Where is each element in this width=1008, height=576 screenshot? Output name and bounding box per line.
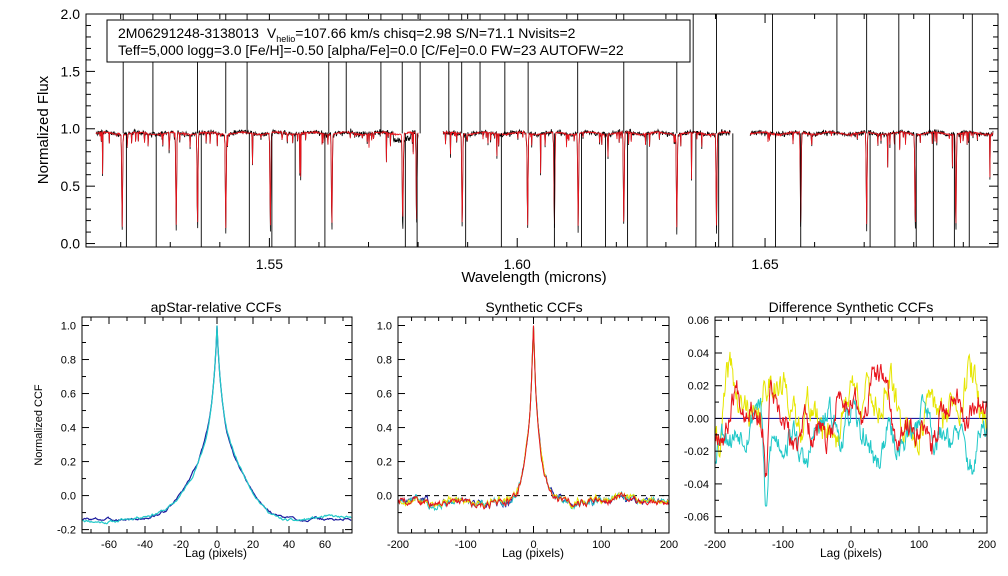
difference-ccf-frame xyxy=(714,316,988,534)
x-tick-label: 1.65 xyxy=(751,256,778,272)
v-subscript: helio xyxy=(276,34,295,44)
x-tick-label: 40 xyxy=(283,539,295,551)
spectrum-x-axis-label: Wavelength (microns) xyxy=(461,269,606,286)
synthetic-ccf-line xyxy=(397,325,669,510)
info-line-1: 2M06291248-3138013 Vhelio=107.66 km/s chi… xyxy=(118,25,576,44)
apstar-ccf-data xyxy=(81,325,352,525)
x-tick-label: 0 xyxy=(848,539,854,551)
x-tick-label: 200 xyxy=(978,539,996,551)
model-flux-line xyxy=(95,129,419,229)
x-tick-label: -60 xyxy=(101,539,117,551)
y-tick-label: 1.0 xyxy=(377,320,392,332)
y-tick-label: 0.2 xyxy=(61,456,76,468)
y-tick-label: 0.8 xyxy=(377,354,392,366)
y-tick-label: 1.0 xyxy=(61,121,81,137)
difference-ccf-panel: Difference Synthetic CCFs -200 -100 0 100 20… xyxy=(684,299,996,560)
y-tick-label: -0.02 xyxy=(684,446,709,458)
apstar-ccf-title: apStar-relative CCFs xyxy=(151,299,282,315)
x-tick-label: -100 xyxy=(772,539,794,551)
y-tick-label: 0.6 xyxy=(377,388,392,400)
spectrum-frame xyxy=(85,13,999,248)
x-tick-label: -100 xyxy=(455,539,477,551)
difference-ccf-ticks: -200 -100 0 100 200 -0.06 -0.04 -0.02 0.00 0.02 0.… xyxy=(684,315,996,551)
apstar-ccf-line xyxy=(81,325,352,523)
x-tick-label: -20 xyxy=(173,539,189,551)
spectrum-ticks: 1.55 1.60 1.65 0.0 0.5 1.0 1.5 2.0 xyxy=(61,6,998,272)
apstar-ccf-x-axis-label: Lag (pixels) xyxy=(185,546,247,560)
observed-flux-line xyxy=(95,128,419,234)
y-tick-label: 0.0 xyxy=(61,235,81,251)
synthetic-ccf-line xyxy=(397,325,670,510)
y-tick-label: -0.2 xyxy=(57,524,76,536)
synthetic-ccf-ticks: -200 -100 0 100 200 0.0 0.2 0.4 0.6 0.8 1.0 xyxy=(377,317,678,551)
v-helio-and-stats: =107.66 km/s chisq=2.98 S/N=71.1 Nvisits… xyxy=(295,25,575,41)
x-tick-label: 20 xyxy=(247,539,259,551)
x-tick-label: 60 xyxy=(319,539,331,551)
observed-flux-line xyxy=(442,128,731,235)
apstar-ccf-panel: apStar-relative CCFs -60 -40 -20 0 20 40 60 -0.… xyxy=(33,299,353,560)
x-tick-label: 0 xyxy=(530,539,536,551)
y-tick-label: -0.06 xyxy=(684,511,709,523)
synthetic-ccf-line xyxy=(397,325,670,512)
y-tick-label: 0.04 xyxy=(688,348,709,360)
spectrum-panel: 1.55 1.60 1.65 0.0 0.5 1.0 1.5 2.0 2M06291248-3… xyxy=(35,6,999,286)
synthetic-ccf-line xyxy=(397,325,670,510)
x-tick-label: 1.60 xyxy=(504,256,531,272)
x-tick-label: -40 xyxy=(137,539,153,551)
apstar-ccf-ticks: -60 -40 -20 0 20 40 60 -0.2 0.0 0.2 0.4 0.6 0.8 1.0 xyxy=(57,317,352,551)
x-tick-label: 100 xyxy=(910,539,928,551)
spectrum-y-axis-label: Normalized Flux xyxy=(35,75,52,184)
model-flux-line xyxy=(749,130,994,225)
y-tick-label: 0.4 xyxy=(61,422,76,434)
y-tick-label: 0.4 xyxy=(377,422,392,434)
x-tick-label: -200 xyxy=(704,539,726,551)
apstar-ccf-line xyxy=(81,325,352,525)
difference-ccf-data xyxy=(715,351,987,507)
y-tick-label: 0.06 xyxy=(688,315,709,327)
model-flux-line xyxy=(442,130,731,228)
difference-ccf-line xyxy=(715,364,987,478)
y-tick-label: 0.00 xyxy=(688,413,709,425)
difference-ccf-title: Difference Synthetic CCFs xyxy=(769,299,934,315)
difference-ccf-x-axis-label: Lag (pixels) xyxy=(820,546,882,560)
difference-traces xyxy=(715,351,987,507)
y-tick-label: 0.6 xyxy=(61,388,76,400)
y-tick-label: 0.0 xyxy=(377,490,392,502)
x-tick-label: 1.55 xyxy=(256,256,283,272)
info-box xyxy=(106,19,691,63)
info-line-2: Teff=5,000 logg=3.0 [Fe/H]=-0.50 [alpha/… xyxy=(118,42,624,58)
x-tick-label: -200 xyxy=(387,539,409,551)
y-tick-label: 0.0 xyxy=(61,490,76,502)
x-tick-label: 0 xyxy=(214,539,220,551)
y-tick-label: 0.8 xyxy=(61,354,76,366)
y-tick-label: 0.5 xyxy=(61,178,81,194)
y-tick-label: -0.04 xyxy=(684,479,709,491)
y-tick-label: 2.0 xyxy=(61,6,81,22)
apstar-ccf-frame xyxy=(81,316,353,534)
v-label: V xyxy=(267,25,277,41)
x-tick-label: 200 xyxy=(660,539,678,551)
synthetic-ccf-x-axis-label: Lag (pixels) xyxy=(502,546,564,560)
x-tick-label: 100 xyxy=(592,539,610,551)
y-tick-label: 0.2 xyxy=(377,456,392,468)
star-id: 2M06291248-3138013 xyxy=(118,25,259,41)
y-tick-label: 1.0 xyxy=(61,320,76,332)
y-tick-label: 1.5 xyxy=(61,63,81,79)
apstar-ccf-y-axis-label: Normalized CCF xyxy=(33,384,45,466)
synthetic-ccf-panel: Synthetic CCFs -200 -100 0 100 200 0.0 0.2 0.4 0… xyxy=(377,299,678,560)
synthetic-ccf-data xyxy=(397,325,670,512)
difference-ccf-line xyxy=(715,394,987,507)
y-tick-label: 0.02 xyxy=(688,381,709,393)
synthetic-ccf-title: Synthetic CCFs xyxy=(485,299,582,315)
